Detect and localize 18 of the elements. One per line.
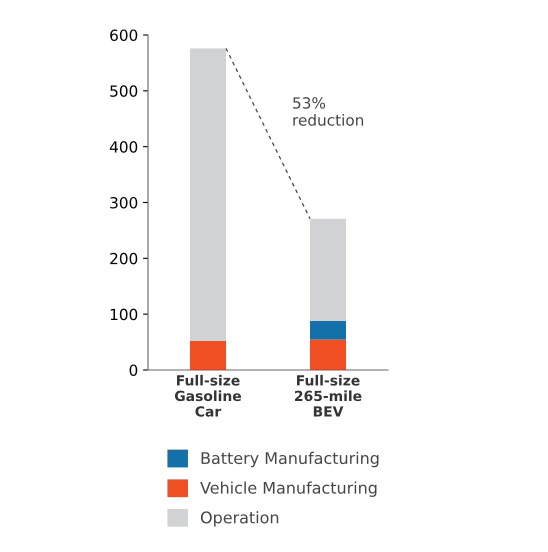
x-tick-label: Full-size Gasoline Car	[174, 374, 242, 417]
y-tick-label: 0	[130, 364, 138, 376]
bar	[310, 339, 346, 370]
legend-label: Operation	[200, 511, 278, 527]
bar	[190, 340, 226, 370]
legend-label: Battery Manufacturing	[202, 452, 378, 468]
y-tick-label: 400	[110, 141, 138, 153]
bar	[190, 48, 226, 341]
y-tick-label: 300	[110, 196, 138, 209]
bar	[310, 320, 346, 340]
x-tick-label: Full-size 265-mile BEV	[295, 374, 362, 417]
y-tick-label: 100	[110, 308, 138, 320]
annotation: 53% reduction	[293, 97, 364, 126]
bar	[310, 218, 346, 321]
legend-label: Vehicle Manufacturing	[200, 481, 376, 497]
y-tick-label: 200	[110, 252, 138, 264]
y-tick-label: 500	[110, 85, 138, 97]
y-tick-label: 600	[110, 29, 138, 42]
